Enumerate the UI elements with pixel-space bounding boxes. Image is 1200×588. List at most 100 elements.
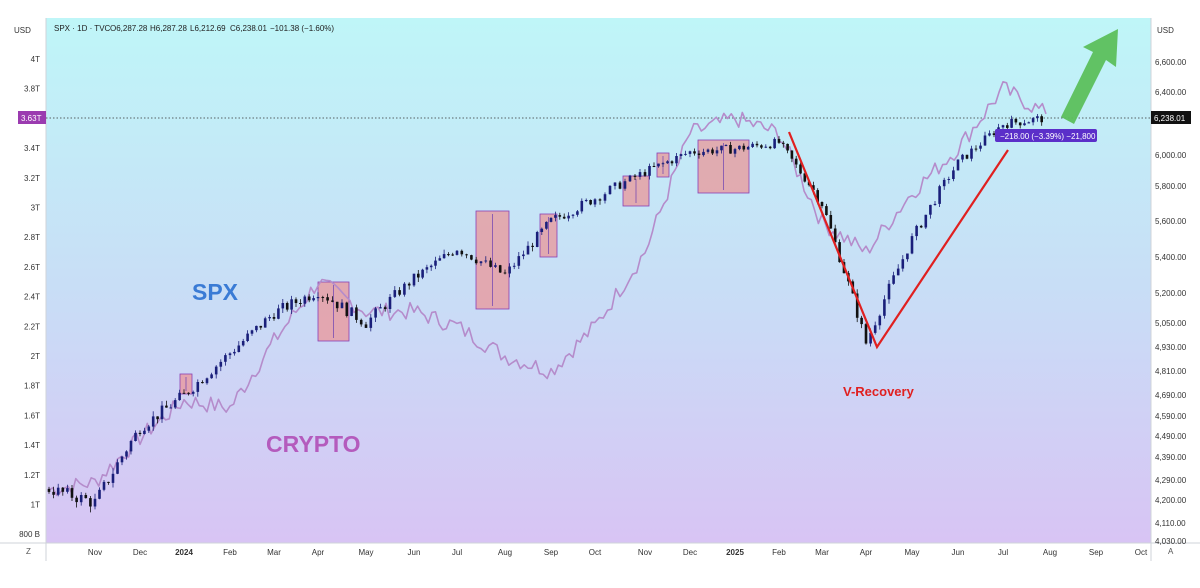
spx-candle <box>138 432 142 434</box>
right-currency-label: USD <box>1157 26 1174 35</box>
plot-area <box>46 18 1151 543</box>
spx-candle <box>178 392 181 401</box>
spx-candle <box>210 374 213 379</box>
right-tick-label: 4,290.00 <box>1155 476 1187 485</box>
spx-candle <box>187 392 190 394</box>
spx-candle <box>182 392 186 394</box>
spx-candle <box>915 225 918 237</box>
spx-candle <box>421 269 424 278</box>
spx-candle <box>933 203 937 205</box>
spx-candle <box>1027 122 1031 124</box>
spx-candle <box>773 138 776 149</box>
spx-candle <box>670 161 674 164</box>
spx-candle <box>417 273 420 278</box>
spx-candle <box>838 242 841 263</box>
spx-candle <box>567 215 570 219</box>
time-tick-label: Nov <box>638 548 652 557</box>
spx-candle <box>892 275 895 284</box>
spx-candle <box>643 172 647 176</box>
right-corner-button[interactable]: A <box>1168 547 1174 556</box>
spx-candle <box>764 146 768 148</box>
spx-candle <box>442 254 446 259</box>
spx-candle <box>383 307 387 309</box>
time-tick-label: Mar <box>267 548 281 557</box>
measure-text: −218.00 (−3.39%) −21,800 <box>1000 132 1096 141</box>
spx-candle <box>873 325 877 333</box>
spx-candle <box>233 351 236 354</box>
spx-candle <box>733 149 737 154</box>
time-tick-label: Dec <box>683 548 697 557</box>
spx-candle <box>628 175 632 182</box>
left-tick-label: 1T <box>31 501 40 510</box>
spx-candle <box>693 151 696 154</box>
spx-candles <box>47 114 1043 513</box>
spx-candle <box>938 186 941 204</box>
spx-candle <box>919 225 923 228</box>
right-tick-label: 6,600.00 <box>1155 58 1187 67</box>
spx-candle <box>706 149 710 152</box>
spx-candle <box>648 166 651 176</box>
v-recovery-line <box>787 131 1009 350</box>
right-tick-label: 5,400.00 <box>1155 253 1187 262</box>
spx-candle <box>460 250 464 255</box>
spx-candle <box>833 228 837 243</box>
spx-candle <box>988 133 991 136</box>
spx-candle <box>398 290 401 295</box>
time-tick-label: Jul <box>998 548 1008 557</box>
time-tick-label: Aug <box>1043 548 1057 557</box>
spx-candle <box>910 236 914 254</box>
time-tick-label: Feb <box>772 548 786 557</box>
left-tick-label: 3.4T <box>24 144 40 153</box>
green-up-arrow <box>1061 29 1118 124</box>
header-change: −101.38 (−1.60%) <box>270 24 334 33</box>
time-tick-label: Sep <box>544 548 559 557</box>
spx-candle <box>484 260 488 262</box>
spx-candle <box>107 481 110 483</box>
spx-candle <box>608 185 612 195</box>
header-low: L6,212.69 <box>190 24 226 33</box>
left-corner-button[interactable]: Z <box>26 547 31 556</box>
spx-candle <box>143 430 146 434</box>
spx-candle <box>825 206 828 215</box>
spx-candle <box>1014 118 1018 123</box>
spx-candle <box>855 293 859 318</box>
header-open: O6,287.28 <box>110 24 148 33</box>
time-tick-label: Sep <box>1089 548 1104 557</box>
time-tick-label: Oct <box>1135 548 1148 557</box>
spx-candle <box>684 153 687 155</box>
left-currency-label: USD <box>14 26 31 35</box>
spx-candle <box>56 487 60 495</box>
spx-candle <box>169 407 173 409</box>
spx-candle <box>666 161 669 164</box>
spx-candle <box>412 273 416 286</box>
spx-candle <box>393 290 397 297</box>
spx-candle <box>374 308 377 318</box>
left-tick-label: 2.6T <box>24 263 40 272</box>
spx-candle <box>294 299 298 303</box>
spx-candle <box>720 145 723 151</box>
left-tick-label: 1.6T <box>24 411 40 420</box>
spx-candle <box>777 138 781 143</box>
spx-candle <box>474 259 478 264</box>
spx-candle <box>786 143 789 151</box>
spx-candle <box>331 300 334 302</box>
spx-candle <box>812 185 815 190</box>
time-tick-label: Jun <box>408 548 421 557</box>
spx-candle <box>350 307 353 316</box>
spx-candle <box>803 173 807 182</box>
spx-candle <box>66 488 69 492</box>
spx-candle <box>470 255 473 260</box>
spx-candle <box>79 495 83 503</box>
spx-candle <box>816 190 819 203</box>
right-axis-ticks: 6,600.00 6,400.00 6,000.00 5,800.00 5,600.00… <box>1155 58 1187 546</box>
right-current-tag: 6,238.01 <box>1151 111 1191 124</box>
spx-candle <box>498 265 502 273</box>
spx-candle <box>711 149 714 154</box>
spx-candle <box>156 416 159 420</box>
spx-candle <box>272 317 276 319</box>
spx-candle <box>760 145 763 148</box>
spx-candle <box>1001 125 1005 128</box>
header-symbol: SPX · 1D · TVC <box>54 24 111 33</box>
